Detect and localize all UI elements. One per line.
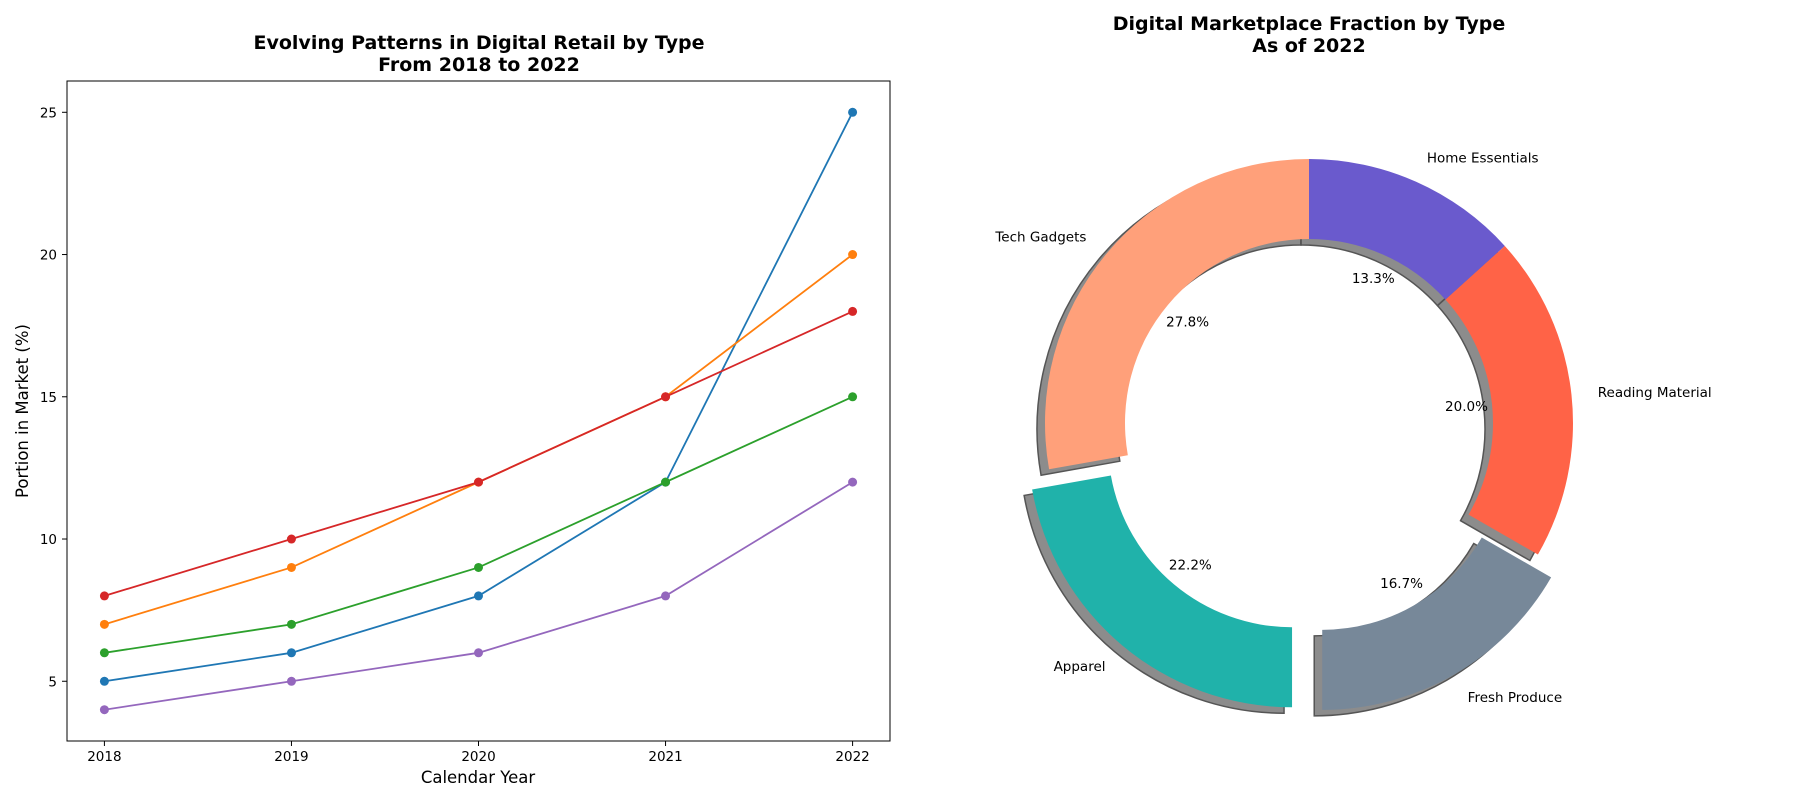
slice-label-tech-gadgets: Tech Gadgets <box>994 229 1086 245</box>
data-point <box>848 392 858 402</box>
x-tick-label: 2019 <box>274 749 308 765</box>
data-point <box>286 648 296 658</box>
x-axis-label: Calendar Year <box>421 768 536 787</box>
data-point <box>474 591 483 601</box>
data-point <box>286 676 296 686</box>
data-point <box>99 676 109 686</box>
data-point <box>99 648 109 658</box>
y-axis-ticks: 5 10 15 20 25 <box>40 105 67 690</box>
line-series-5 <box>99 477 858 715</box>
data-point <box>99 705 109 715</box>
line-plot-area <box>66 80 891 742</box>
slice-label-reading-material: Reading Material <box>1598 385 1712 401</box>
series-line <box>104 310 853 597</box>
slice-label-home-essentials: Home Essentials <box>1427 151 1539 167</box>
line-series-2 <box>99 250 858 629</box>
pie-chart-title-line-1: Digital Marketplace Fraction by Type <box>1113 13 1506 35</box>
pie-chart-title-line-2: As of 2022 <box>1252 35 1365 57</box>
data-point <box>474 562 483 572</box>
line-series-group <box>99 107 858 715</box>
data-point <box>474 648 483 658</box>
wedge-apparel <box>1032 475 1293 708</box>
data-point <box>848 477 858 487</box>
line-chart: Evolving Patterns in Digital Retail by T… <box>13 32 891 787</box>
line-series-4 <box>99 306 858 601</box>
data-point <box>99 619 109 629</box>
pie-wedges <box>1032 159 1574 710</box>
line-series-1 <box>99 107 858 686</box>
data-point <box>848 306 858 316</box>
data-point <box>286 619 296 629</box>
data-point <box>286 534 296 544</box>
x-axis-ticks: 2018 2019 2020 2021 2022 <box>87 741 870 765</box>
slice-label-fresh-produce: Fresh Produce <box>1468 690 1563 706</box>
data-point <box>661 392 671 402</box>
slice-label-apparel: Apparel <box>1054 659 1106 675</box>
pie-chart: Digital Marketplace Fraction by Type As … <box>994 13 1712 717</box>
x-tick-label: 2020 <box>461 749 495 765</box>
slice-percent-apparel: 22.2% <box>1169 558 1212 574</box>
y-tick-label: 5 <box>48 674 57 690</box>
series-line <box>104 395 853 654</box>
data-point <box>661 477 671 487</box>
x-tick-label: 2018 <box>87 749 121 765</box>
slice-percent-reading-material: 20.0% <box>1445 399 1488 415</box>
y-tick-label: 10 <box>40 532 57 548</box>
line-chart-title-line-2: From 2018 to 2022 <box>378 54 580 76</box>
pie-labels: Home Essentials 13.3% Reading Material 20.0… <box>994 151 1711 707</box>
data-point <box>848 107 858 117</box>
data-point <box>848 250 858 260</box>
wedge-reading-material <box>1445 245 1574 555</box>
wedge-home-essentials <box>1309 159 1505 300</box>
slice-percent-home-essentials: 13.3% <box>1352 271 1395 287</box>
slice-percent-tech-gadgets: 27.8% <box>1166 314 1209 330</box>
y-tick-label: 20 <box>40 248 57 264</box>
x-tick-label: 2021 <box>648 749 682 765</box>
wedge-fresh-produce <box>1322 537 1552 710</box>
wedge-tech-gadgets <box>1045 159 1309 470</box>
y-tick-label: 25 <box>40 105 57 121</box>
data-point <box>99 591 109 601</box>
line-series-3 <box>99 392 858 658</box>
slice-percent-fresh-produce: 16.7% <box>1380 576 1423 592</box>
line-chart-title-line-1: Evolving Patterns in Digital Retail by T… <box>254 32 705 54</box>
data-point <box>474 477 483 487</box>
y-axis-label: Portion in Market (%) <box>13 324 32 498</box>
data-point <box>286 562 296 572</box>
data-point <box>661 591 671 601</box>
y-tick-label: 15 <box>40 390 57 406</box>
x-tick-label: 2022 <box>835 749 869 765</box>
